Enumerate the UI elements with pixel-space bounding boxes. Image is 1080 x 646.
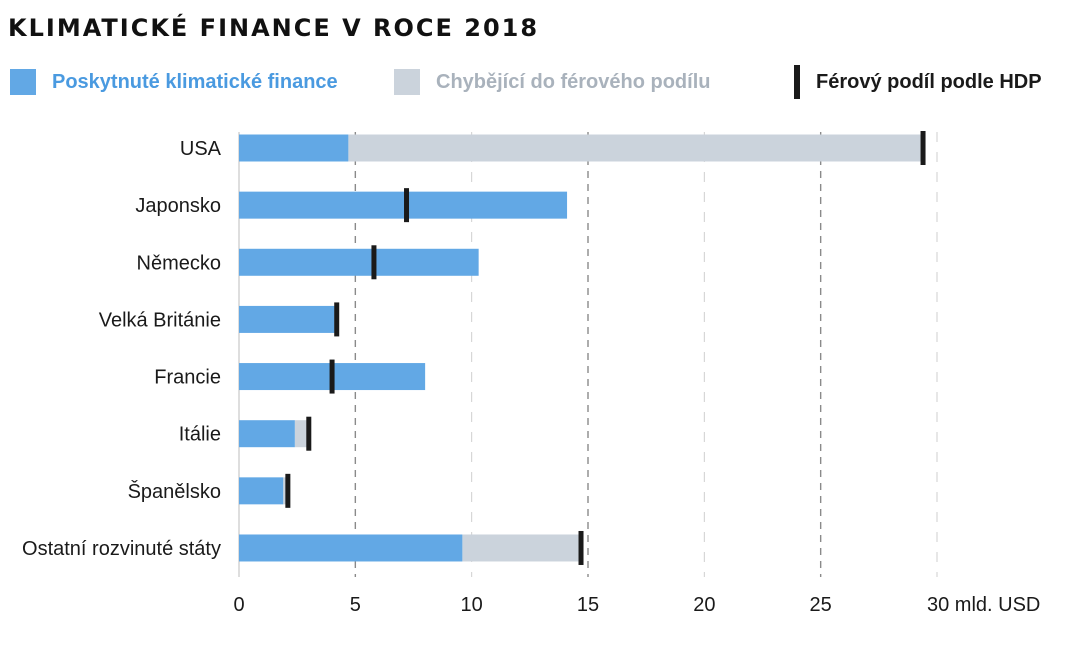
x-tick-label-20: 20 xyxy=(693,594,715,616)
bar-missing-7 xyxy=(462,534,582,562)
chart-title: KLIMATICKÉ FINANCE V ROCE 2018 xyxy=(8,14,540,42)
x-tick-label-30: 30 mld. USD xyxy=(927,594,1040,616)
category-label-6: Španělsko xyxy=(128,480,221,503)
x-tick-label-0: 0 xyxy=(233,594,244,616)
bar-provided-2 xyxy=(239,248,479,276)
legend-item-provided: Poskytnuté klimatické finance xyxy=(10,64,338,100)
bar-provided-6 xyxy=(239,477,284,505)
legend-item-missing: Chybějící do férového podílu xyxy=(394,64,710,100)
marker-fair-share-0 xyxy=(920,131,926,165)
marker-fair-share-4 xyxy=(329,359,335,394)
x-axis-ticks: 0 5 10 15 20 25 30 mld. USD xyxy=(233,594,1040,616)
bar-provided-1 xyxy=(239,191,568,219)
category-labels: USA Japonsko Německo Velká Británie Francie I… xyxy=(22,138,222,560)
bars xyxy=(239,131,926,565)
legend-label-missing: Chybějící do férového podílu xyxy=(436,70,711,93)
marker-fair-share-7 xyxy=(578,530,584,565)
category-label-5: Itálie xyxy=(179,424,221,446)
category-label-1: Japonsko xyxy=(135,195,221,217)
legend-marker-fair xyxy=(794,65,800,99)
bar-provided-3 xyxy=(239,305,335,333)
x-tick-label-10: 10 xyxy=(461,594,483,616)
x-tick-label-25: 25 xyxy=(810,594,832,616)
category-label-7: Ostatní rozvinuté státy xyxy=(22,538,221,560)
marker-fair-share-6 xyxy=(285,473,291,508)
bar-missing-5 xyxy=(294,420,309,448)
legend-label-provided: Poskytnuté klimatické finance xyxy=(52,70,338,93)
marker-fair-share-2 xyxy=(371,245,377,280)
category-label-3: Velká Británie xyxy=(99,309,221,331)
marker-fair-share-5 xyxy=(306,416,312,451)
bar-provided-0 xyxy=(239,134,349,162)
bar-provided-5 xyxy=(239,420,295,448)
marker-fair-share-3 xyxy=(334,302,340,337)
x-tick-label-15: 15 xyxy=(577,594,599,616)
legend-label-fair: Férový podíl podle HDP xyxy=(816,70,1042,93)
x-tick-label-5: 5 xyxy=(350,594,361,616)
category-label-2: Německo xyxy=(137,252,221,274)
marker-fair-share-1 xyxy=(404,188,410,223)
legend-swatch-missing xyxy=(394,69,420,95)
category-label-0: USA xyxy=(180,138,222,160)
legend-item-fair: Férový podíl podle HDP xyxy=(794,64,1042,100)
category-label-4: Francie xyxy=(154,367,221,389)
legend-swatch-provided xyxy=(10,69,36,95)
bar-provided-7 xyxy=(239,534,463,562)
bar-missing-0 xyxy=(348,134,924,162)
